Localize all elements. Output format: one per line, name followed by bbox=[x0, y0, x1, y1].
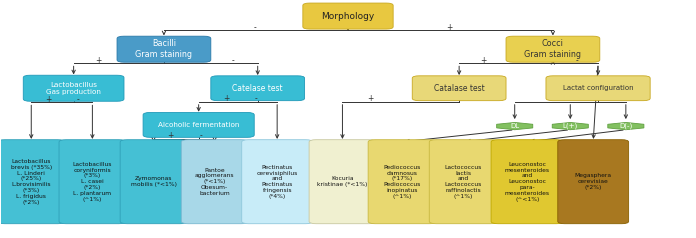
Text: -: - bbox=[253, 23, 256, 32]
Text: Lactobacillus
coryniformis
(*3%)
L. casei
(*2%)
L. plantarum
(^1%): Lactobacillus coryniformis (*3%) L. case… bbox=[72, 162, 112, 202]
Text: +: + bbox=[223, 94, 230, 103]
Polygon shape bbox=[497, 123, 532, 130]
FancyBboxPatch shape bbox=[0, 140, 65, 224]
FancyBboxPatch shape bbox=[59, 140, 126, 224]
Text: -: - bbox=[576, 56, 578, 65]
FancyBboxPatch shape bbox=[309, 140, 376, 224]
Text: +: + bbox=[45, 95, 52, 104]
Text: Lactobacillus
brevis (*35%)
L. Linderi
(*25%)
L.brovisimilis
(*3%)
L. frigidus
(: Lactobacillus brevis (*35%) L. Linderi (… bbox=[10, 159, 52, 204]
FancyBboxPatch shape bbox=[429, 140, 498, 224]
Text: Kocuria
kristinae (*<1%): Kocuria kristinae (*<1%) bbox=[317, 176, 367, 187]
FancyBboxPatch shape bbox=[546, 76, 650, 101]
FancyBboxPatch shape bbox=[412, 76, 506, 101]
Text: -: - bbox=[199, 131, 202, 140]
Text: -: - bbox=[232, 56, 235, 65]
FancyBboxPatch shape bbox=[23, 75, 124, 101]
Text: D(-): D(-) bbox=[619, 123, 633, 129]
Text: Pediococcus
damnosus
(*17%)
Pediococcus
inopinatus
(^1%): Pediococcus damnosus (*17%) Pediococcus … bbox=[383, 165, 421, 199]
Text: -: - bbox=[255, 94, 258, 103]
Text: +: + bbox=[446, 23, 452, 32]
Text: Pantoe
agglomerans
(*<1%)
Obesum-
bacterium: Pantoe agglomerans (*<1%) Obesum- bacter… bbox=[195, 168, 235, 196]
Polygon shape bbox=[552, 123, 588, 130]
Text: Pectinatus
cerevisiphilus
and
Pectinatus
fringensis
(*4%): Pectinatus cerevisiphilus and Pectinatus… bbox=[257, 165, 298, 199]
Text: Megasphera
cerevisiae
(*2%): Megasphera cerevisiae (*2%) bbox=[575, 174, 612, 190]
FancyBboxPatch shape bbox=[143, 113, 254, 137]
FancyBboxPatch shape bbox=[181, 140, 248, 224]
FancyBboxPatch shape bbox=[117, 36, 211, 62]
Text: Catelase test: Catelase test bbox=[232, 84, 283, 93]
FancyBboxPatch shape bbox=[557, 140, 628, 224]
FancyBboxPatch shape bbox=[506, 36, 600, 62]
Text: Cocci
Gram staining: Cocci Gram staining bbox=[524, 40, 581, 59]
FancyBboxPatch shape bbox=[242, 140, 313, 224]
Text: DL: DL bbox=[510, 123, 519, 129]
Text: +: + bbox=[168, 131, 174, 140]
Text: Lactobacillus
Gas production: Lactobacillus Gas production bbox=[46, 82, 101, 95]
Text: +: + bbox=[95, 56, 101, 65]
Text: +: + bbox=[367, 94, 374, 103]
Text: Lactococcus
lactis
and
Lactococcus
raffinolactis
(^1%): Lactococcus lactis and Lactococcus raffi… bbox=[445, 165, 482, 199]
FancyBboxPatch shape bbox=[368, 140, 436, 224]
FancyBboxPatch shape bbox=[211, 76, 305, 101]
Text: Zymomonas
mobilis (*<1%): Zymomonas mobilis (*<1%) bbox=[131, 176, 177, 187]
Text: L(+): L(+) bbox=[562, 123, 578, 129]
Text: Alcoholic fermentation: Alcoholic fermentation bbox=[158, 122, 239, 128]
FancyBboxPatch shape bbox=[120, 140, 187, 224]
Text: Lactat configuration: Lactat configuration bbox=[563, 85, 633, 91]
FancyBboxPatch shape bbox=[303, 3, 393, 29]
Text: Morphology: Morphology bbox=[322, 12, 374, 20]
FancyBboxPatch shape bbox=[491, 140, 563, 224]
Text: Bacilli
Gram staining: Bacilli Gram staining bbox=[136, 40, 192, 59]
Polygon shape bbox=[608, 123, 644, 130]
Text: -: - bbox=[77, 95, 80, 104]
Text: +: + bbox=[480, 56, 487, 65]
Text: Leuconostoc
mesenteroides
and
Leuconostoc
para-
mesenteroides
(^<1%): Leuconostoc mesenteroides and Leuconosto… bbox=[505, 162, 550, 202]
Text: Catalase test: Catalase test bbox=[434, 84, 484, 93]
